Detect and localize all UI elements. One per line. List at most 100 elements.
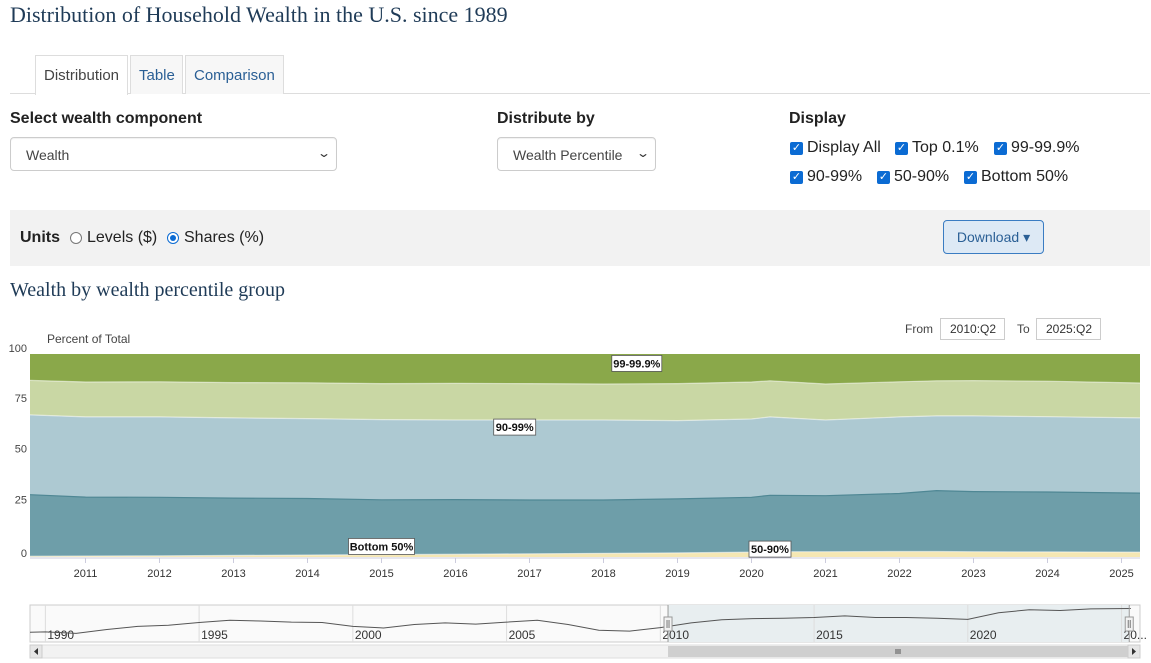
- series-label: 99-99.9%: [611, 355, 663, 372]
- x-tick-label: 2024: [1035, 568, 1059, 580]
- tab-distribution[interactable]: Distribution: [35, 55, 128, 95]
- checkbox-bottom-50[interactable]: ✓ Bottom 50%: [964, 168, 1068, 186]
- series-boundary-line: [29, 379, 1141, 385]
- component-select-value: Wealth: [26, 147, 70, 163]
- series-label-box: [493, 418, 537, 436]
- range-from-label: From: [905, 322, 933, 336]
- x-tick-label: 2023: [961, 568, 985, 580]
- tab-table[interactable]: Table: [130, 55, 183, 94]
- y-tick-label: 75: [15, 393, 27, 405]
- range-to-input[interactable]: 2025:Q2: [1036, 318, 1101, 340]
- series-boundary-line: [29, 414, 1141, 422]
- navigator-line: [29, 608, 1131, 634]
- tab-bar: Distribution Table Comparison: [10, 55, 1150, 95]
- x-tick-label: 2019: [665, 568, 689, 580]
- x-tick-label: 2022: [887, 568, 911, 580]
- download-button[interactable]: Download ▾: [943, 220, 1044, 254]
- series-label-text: 90-99%: [496, 422, 534, 434]
- checkbox-top-01[interactable]: ✓ Top 0.1%: [895, 139, 979, 157]
- navigator-tick-label: 1995: [201, 628, 228, 642]
- checkbox-label: 90-99%: [807, 168, 863, 185]
- series-label-text: 99-99.9%: [613, 358, 660, 370]
- checkbox-99-999[interactable]: ✓ 99-99.9%: [994, 139, 1080, 157]
- x-tick-label: 2021: [813, 568, 837, 580]
- y-tick-label: 25: [15, 494, 27, 506]
- y-tick-label: 0: [21, 548, 27, 560]
- checkbox-checked-icon: ✓: [994, 141, 1007, 155]
- series-label-text: Bottom 50%: [350, 541, 414, 553]
- chart-title: Wealth by wealth percentile group: [10, 279, 285, 301]
- checkbox-checked-icon: ✓: [895, 141, 908, 155]
- area-99-999: [30, 380, 1140, 421]
- caret-down-icon: ▾: [1023, 229, 1031, 245]
- distribute-select-value: Wealth Percentile: [513, 147, 623, 163]
- units-label: Units: [20, 229, 60, 246]
- radio-levels[interactable]: Levels ($): [70, 229, 157, 247]
- chevron-down-icon: ⌄: [635, 146, 651, 160]
- area-bottom-50: [30, 551, 1140, 557]
- checkbox-label: Top 0.1%: [912, 139, 979, 156]
- series-label-box: [748, 540, 792, 558]
- series-label: 50-90%: [748, 540, 792, 558]
- checkbox-90-99[interactable]: ✓ 90-99%: [790, 168, 862, 186]
- x-tick-label: 2014: [295, 568, 319, 580]
- radio-selected-icon: [167, 232, 179, 244]
- units-bar: Units Levels ($) Shares (%) Download ▾: [10, 210, 1150, 266]
- distribute-label: Distribute by: [497, 110, 595, 127]
- checkbox-label: 99-99.9%: [1011, 139, 1080, 156]
- series-boundary-line: [29, 550, 1141, 557]
- x-tick-label: 2020: [739, 568, 763, 580]
- navigator-tick-label: 1990: [47, 628, 74, 642]
- x-tick-label: 2018: [591, 568, 615, 580]
- checkbox-label: Bottom 50%: [981, 168, 1069, 185]
- radio-label: Levels ($): [87, 229, 158, 246]
- checkbox-label: Display All: [807, 139, 881, 156]
- checkbox-checked-icon: ✓: [964, 170, 977, 184]
- series-label: 90-99%: [493, 418, 537, 436]
- series-boundary-line: [29, 489, 1141, 501]
- checkbox-checked-icon: ✓: [877, 170, 890, 184]
- radio-shares[interactable]: Shares (%): [167, 229, 264, 247]
- series-label: Bottom 50%: [348, 538, 415, 555]
- arrow-right-icon: [1132, 648, 1136, 655]
- radio-unselected-icon: [70, 232, 82, 244]
- y-axis-label: Percent of Total: [47, 332, 130, 346]
- radio-label: Shares (%): [184, 229, 265, 246]
- series-label-box: [348, 538, 415, 555]
- area-90-99: [30, 414, 1140, 500]
- navigator-tick-label: 2005: [509, 628, 536, 642]
- navigator-tick-label: 2015: [816, 628, 843, 642]
- x-tick-label: 2013: [221, 568, 245, 580]
- navigator-handle-right[interactable]: [1124, 616, 1134, 632]
- arrow-left-icon: [34, 648, 38, 655]
- x-tick-label: 2025: [1109, 568, 1133, 580]
- checkbox-display-all[interactable]: ✓ Display All: [790, 139, 881, 157]
- chevron-down-icon: ⌄: [316, 146, 332, 160]
- tab-comparison[interactable]: Comparison: [185, 55, 284, 94]
- download-label: Download: [956, 229, 1020, 245]
- y-tick-label: 50: [15, 444, 27, 456]
- range-from-input[interactable]: 2010:Q2: [940, 318, 1005, 340]
- x-tick-label: 2015: [369, 568, 393, 580]
- series-label-text: 50-90%: [751, 544, 789, 556]
- x-tick-label: 2017: [517, 568, 541, 580]
- display-label: Display: [789, 110, 846, 127]
- x-tick-label: 2012: [147, 568, 171, 580]
- distribute-select[interactable]: Wealth Percentile ⌄: [497, 137, 656, 171]
- x-tick-label: 2016: [443, 568, 467, 580]
- component-select[interactable]: Wealth ⌄: [10, 137, 337, 171]
- checkbox-label: 50-90%: [894, 168, 950, 185]
- navigator-selection[interactable]: [668, 605, 1130, 642]
- checkbox-checked-icon: ✓: [790, 141, 803, 155]
- stacked-area-chart: Percent of Total 0 25 50 75 100 2011 2012 2013 20…: [9, 332, 1141, 580]
- checkbox-checked-icon: ✓: [790, 170, 803, 184]
- navigator-tick-label: 2000: [355, 628, 382, 642]
- checkbox-50-90[interactable]: ✓ 50-90%: [877, 168, 949, 186]
- page-title: Distribution of Household Wealth in the …: [10, 2, 508, 27]
- chart-navigator[interactable]: 1990 1995 2000 2005 2010 2015 2020 20...: [0, 600, 1151, 663]
- area-50-90: [30, 490, 1140, 557]
- navigator-tick-label: 2020: [970, 628, 997, 642]
- navigator-handle-left[interactable]: [663, 616, 673, 632]
- series-label-box: [611, 355, 663, 372]
- x-tick-label: 2011: [74, 568, 98, 580]
